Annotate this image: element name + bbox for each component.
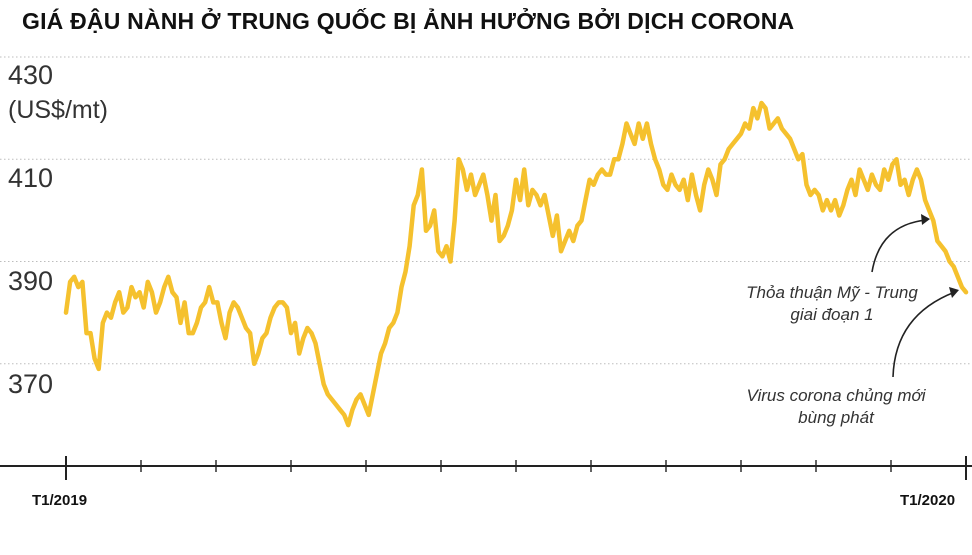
series-group [63,100,969,428]
chart-title: GIÁ ĐẬU NÀNH Ở TRUNG QUỐC BỊ ẢNH HƯỞNG B… [22,8,795,34]
x-axis [0,456,972,480]
xtick-label-end: T1/2020 [900,492,956,509]
annotation-trade-deal-line1: Thỏa thuận Mỹ - Trung [746,283,918,302]
annotation-arrows [871,214,959,378]
series-line-0 [63,100,969,428]
annotation-trade-deal: Thỏa thuận Mỹ - Trung giai đoạn 1 [712,282,952,326]
xtick-label-start: T1/2019 [32,492,88,509]
gridlines [0,56,972,365]
y-axis-unit: (US$/mt) [8,96,108,124]
ytick-label-430: 430 [8,60,54,90]
ytick-label-390: 390 [8,266,54,296]
annotation-virus-line1: Virus corona chủng mới [746,386,926,405]
arrow-trade-deal [871,219,927,273]
ytick-label-370: 370 [8,369,54,399]
annotation-virus-line2: bùng phát [798,408,874,427]
arrowhead-trade-deal [921,214,930,225]
annotation-trade-deal-line2: giai đoạn 1 [790,305,874,324]
arrow-virus [892,291,956,378]
arrowhead-virus [949,287,959,298]
ytick-label-410: 410 [8,163,54,193]
annotation-virus: Virus corona chủng mới bùng phát [716,385,956,429]
